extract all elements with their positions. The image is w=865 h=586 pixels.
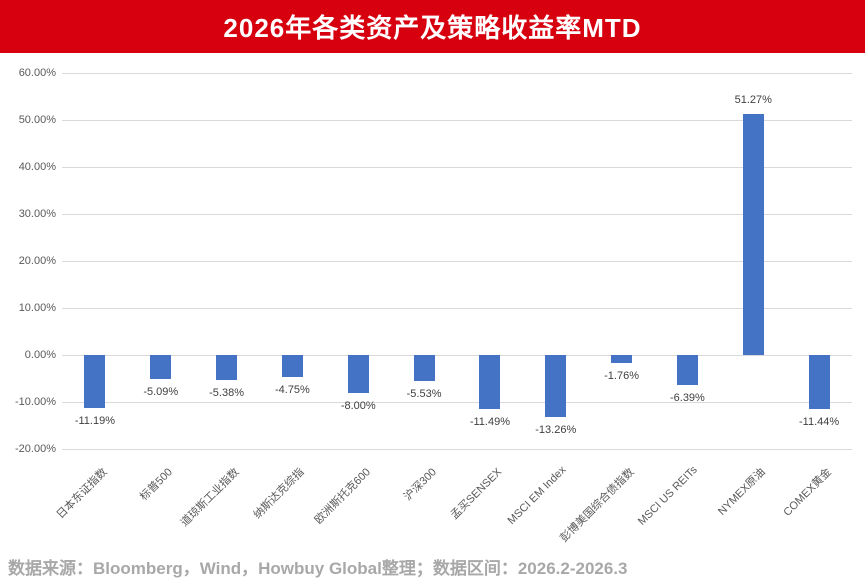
bar-value-label: -6.39%: [669, 392, 705, 405]
bar-value-label: -1.76%: [604, 370, 640, 383]
y-axis-tick-label: 60.00%: [18, 67, 56, 79]
source-note: 数据来源：Bloomberg，Wind，Howbuy Global整理；数据区间…: [8, 559, 628, 578]
y-axis-tick-label: 0.00%: [24, 349, 56, 361]
bar-value-label: -11.19%: [74, 414, 115, 427]
x-axis-category-label: 标普500: [138, 466, 176, 504]
gridline: [62, 355, 852, 356]
bar-value-label: -5.53%: [406, 387, 442, 400]
x-axis-category-label: MSCI US REITs: [636, 464, 700, 528]
gridline: [62, 214, 852, 215]
x-axis-category-label: 沪深300: [401, 466, 439, 504]
gridline: [62, 402, 852, 403]
y-axis-tick-label: 50.00%: [18, 114, 56, 126]
chart-bar: [413, 355, 435, 381]
gridline: [62, 73, 852, 74]
gridline: [62, 167, 852, 168]
chart-bar: [676, 355, 698, 386]
y-axis-tick-label: -10.00%: [15, 396, 56, 408]
x-axis-category-label: 彭博美国综合债指数: [557, 466, 637, 545]
x-axis-category-label: COMEX黄金: [781, 466, 834, 519]
bar-value-label: 51.27%: [734, 94, 772, 107]
y-axis-tick-label: -20.00%: [15, 443, 56, 455]
chart-bar: [545, 355, 567, 418]
bar-value-label: -8.00%: [340, 399, 376, 412]
bar-value-label: -13.26%: [535, 424, 577, 437]
chart-bar: [347, 355, 369, 393]
chart-title: 2026年各类资产及策略收益率MTD: [223, 13, 642, 43]
x-axis-category-label: MSCI EM Index: [505, 464, 569, 527]
y-axis-tick-label: 40.00%: [18, 161, 56, 173]
y-axis-tick-label: 10.00%: [18, 302, 56, 314]
chart-bar: [84, 355, 106, 408]
bar-value-label: -5.38%: [209, 387, 245, 400]
gridline: [62, 449, 852, 450]
x-axis-category-label: 孟买SENSEX: [448, 466, 505, 522]
chart-bar: [479, 355, 501, 409]
chart-bar: [150, 355, 172, 379]
bar-value-label: -11.44%: [799, 415, 840, 428]
x-axis-category-label: 纳斯达克综指: [251, 466, 308, 522]
x-axis-category-label: 欧洲斯托克600: [312, 466, 373, 527]
bar-value-label: -4.75%: [274, 384, 310, 397]
x-axis-category-label: NYMEX原油: [716, 466, 768, 518]
y-axis-tick-label: 20.00%: [18, 255, 56, 267]
gridline: [62, 261, 852, 262]
chart-bar: [611, 355, 633, 364]
bar-value-label: -5.09%: [143, 385, 179, 398]
chart-bar: [216, 355, 238, 381]
chart-bar: [281, 355, 303, 378]
chart-bar: [742, 114, 764, 355]
x-axis-category-label: 道琼斯工业指数: [178, 466, 242, 530]
title-banner: 2026年各类资产及策略收益率MTD: [0, 0, 865, 53]
y-axis-tick-label: 30.00%: [18, 208, 56, 220]
chart-bar: [808, 355, 830, 409]
gridline: [62, 120, 852, 121]
gridline: [62, 308, 852, 309]
x-axis-category-label: 日本东证指数: [54, 466, 110, 522]
bar-value-label: -11.49%: [469, 416, 510, 428]
